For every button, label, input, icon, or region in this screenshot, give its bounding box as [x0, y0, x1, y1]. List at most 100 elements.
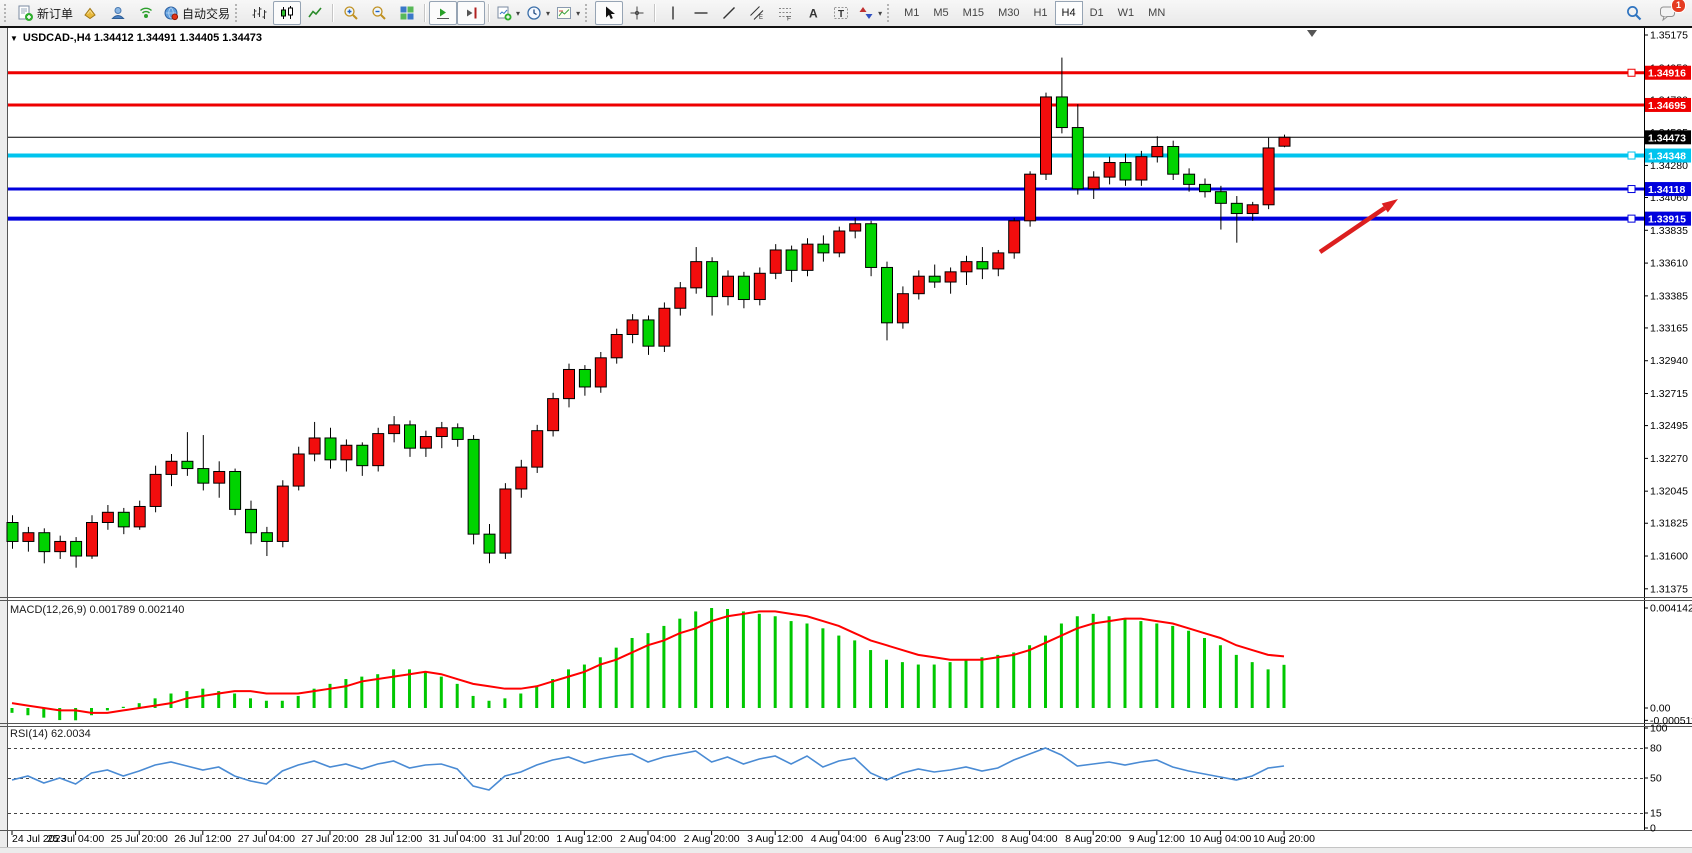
macd-histogram-bar	[821, 628, 825, 708]
time-axis-label: 27 Jul 20:00	[301, 833, 358, 845]
price-badge	[1645, 130, 1691, 145]
new-order-button[interactable]: 新订单	[14, 1, 76, 25]
time-axis-label: 25 Jul 20:00	[111, 833, 168, 845]
y-axis-tick-label: 1.31825	[1650, 518, 1688, 530]
timeframe-d1-button[interactable]: D1	[1089, 7, 1104, 19]
chart-shift-button[interactable]	[457, 1, 486, 25]
one-click-trading-toggle-icon[interactable]: ▼	[10, 34, 18, 43]
chart-shift-marker-icon[interactable]	[1307, 30, 1317, 37]
candle	[801, 243, 814, 271]
zoom-out-button[interactable]	[365, 1, 393, 25]
templates-button[interactable]: ▾	[553, 1, 583, 25]
timeframe-mn-button[interactable]: MN	[1148, 7, 1166, 19]
bar-chart-button[interactable]	[245, 1, 273, 25]
tile-windows-icon	[399, 5, 415, 21]
vertical-line-button[interactable]	[659, 1, 687, 25]
macd-histogram-bar	[26, 708, 30, 716]
arrow-annotation[interactable]	[1318, 206, 1387, 254]
line-chart-button[interactable]	[301, 1, 329, 25]
line-drag-handle[interactable]	[1627, 68, 1636, 77]
candle	[753, 272, 766, 301]
fibonacci-button[interactable]: F	[771, 1, 799, 25]
candle	[292, 453, 305, 487]
trendline-button[interactable]	[715, 1, 743, 25]
auto-scroll-button[interactable]	[429, 1, 458, 25]
macd-histogram-bar	[249, 698, 252, 708]
y-axis-tick-label: 1.31600	[1650, 551, 1688, 563]
search-button[interactable]	[1620, 1, 1648, 25]
line-drag-handle[interactable]	[1627, 185, 1636, 194]
toolbar-grip	[585, 4, 591, 22]
candle	[769, 249, 782, 274]
channel-button[interactable]: E	[743, 1, 771, 25]
toolbar-separator	[654, 4, 657, 22]
candle	[101, 511, 114, 524]
arrow-annotation-head[interactable]	[1381, 199, 1398, 213]
arrows-button[interactable]: ▾	[855, 1, 885, 25]
macd-histogram-bar	[535, 686, 539, 708]
autotrading-button-label: 自动交易	[182, 6, 231, 21]
line-drag-handle[interactable]	[1627, 214, 1636, 223]
crosshair-button[interactable]	[623, 1, 651, 25]
candle	[674, 287, 687, 309]
timeframe-m15-button[interactable]: M15	[962, 7, 985, 19]
chevron-down-icon[interactable]: ▾	[546, 8, 551, 18]
line-drag-handle[interactable]	[1627, 151, 1636, 160]
autotrading-button[interactable]: 自动交易	[160, 1, 233, 25]
gold-icon	[82, 5, 98, 21]
timeframe-w1-button[interactable]: W1	[1117, 7, 1135, 19]
price-badge-label: 1.33915	[1648, 214, 1686, 226]
periods-button[interactable]: ▾	[523, 1, 553, 25]
zoom-in-button[interactable]	[337, 1, 365, 25]
text-icon: A	[805, 5, 821, 21]
text-button[interactable]: A	[799, 1, 827, 25]
macd-histogram-bar	[869, 650, 873, 708]
notifications-button[interactable]: 1	[1654, 0, 1686, 25]
chevron-down-icon[interactable]: ▾	[878, 8, 883, 18]
candle	[197, 468, 210, 484]
new-chart-button[interactable]: ▾	[493, 1, 523, 25]
timeframe-m30-button[interactable]: M30	[998, 7, 1020, 19]
macd-histogram-bar	[1203, 637, 1206, 708]
cursor-button[interactable]	[595, 1, 624, 25]
signal-icon	[138, 5, 154, 21]
candle	[165, 460, 178, 475]
macd-histogram-bar	[1155, 623, 1159, 708]
y-axis-tick-label: 1.35175	[1650, 30, 1688, 42]
candle	[833, 230, 846, 254]
chevron-down-icon[interactable]: ▾	[516, 8, 521, 18]
chevron-down-icon[interactable]: ▾	[576, 8, 581, 18]
zoom-in-icon	[343, 5, 359, 21]
signals-button[interactable]	[132, 1, 160, 25]
macd-histogram-bar	[519, 693, 523, 708]
macd-histogram-bar	[185, 691, 189, 708]
timeframe-h1-button[interactable]: H1	[1033, 7, 1048, 19]
timeframe-h4-button[interactable]: H4	[1054, 1, 1083, 25]
time-axis-label: 10 Aug 20:00	[1253, 833, 1315, 845]
candle	[22, 532, 35, 542]
macd-histogram-bar	[646, 633, 650, 708]
candlestick-button[interactable]	[273, 1, 302, 25]
hline-icon	[693, 5, 709, 21]
market-depth-button[interactable]	[104, 1, 132, 25]
horizontal-line-button[interactable]	[687, 1, 715, 25]
candle	[435, 427, 448, 438]
candle	[626, 319, 639, 335]
candle	[563, 368, 575, 400]
timeframe-m5-button[interactable]: M5	[933, 7, 949, 19]
timeframe-m1-button[interactable]: M1	[904, 7, 920, 19]
candle	[276, 485, 289, 542]
y-axis-tick-label: 1.33385	[1650, 290, 1688, 302]
candle	[1087, 176, 1100, 190]
candle	[133, 505, 146, 528]
metaeditor-button[interactable]	[76, 1, 104, 25]
macd-histogram-bar	[1187, 630, 1191, 708]
price-chart-canvas[interactable]: 1.351751.349501.347301.345051.342801.340…	[0, 28, 1692, 853]
chart-title: ▼ USDCAD-,H4 1.34412 1.34491 1.34405 1.34…	[10, 32, 262, 44]
candle	[1199, 183, 1211, 193]
tile-windows-button[interactable]	[393, 1, 421, 25]
rsi-axis-label: 15	[1650, 808, 1662, 820]
macd-histogram-bar	[1171, 625, 1175, 708]
macd-histogram-bar	[853, 640, 857, 708]
text-label-button[interactable]: T	[827, 1, 855, 25]
